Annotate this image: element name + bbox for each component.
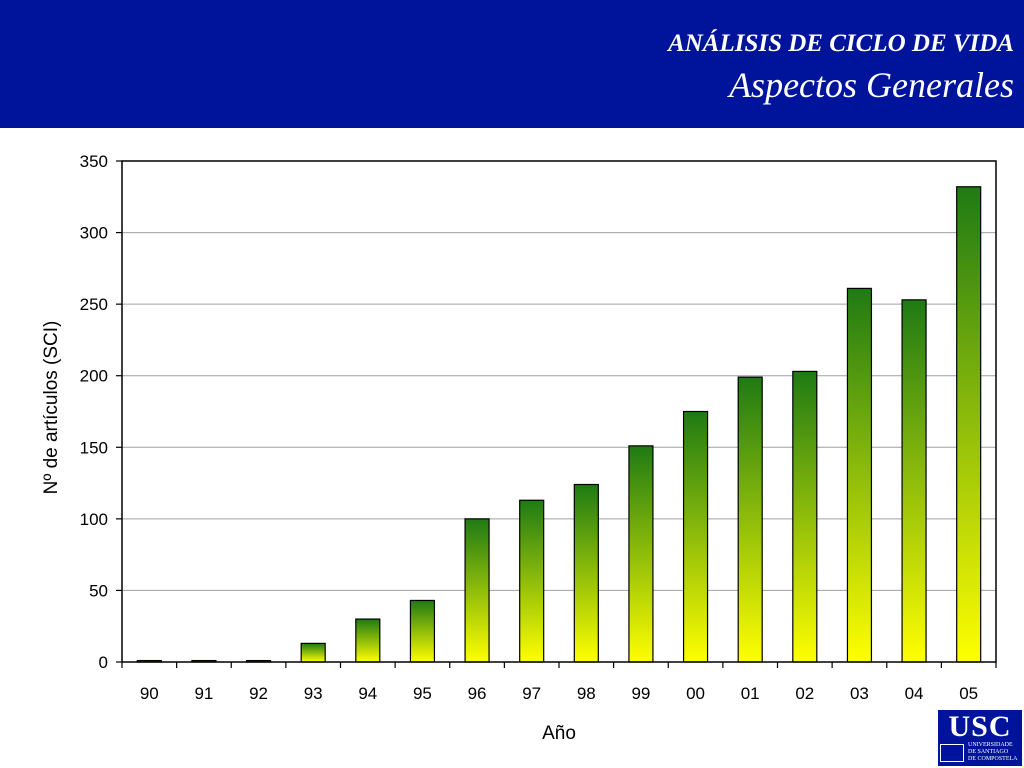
- bar-03: [846, 287, 873, 663]
- bar-04: [901, 299, 927, 663]
- y-tick-label: 350: [80, 152, 108, 171]
- logo-line-2: DE SANTIAGO: [968, 749, 1009, 755]
- y-axis-title: Nº de artículos (SCI): [41, 321, 62, 495]
- x-tick-label: 04: [905, 684, 924, 703]
- logo-line-1: UNIVERSIDADE: [968, 742, 1013, 748]
- usc-logo: USC UNIVERSIDADE DE SANTIAGO DE COMPOSTE…: [938, 710, 1022, 766]
- logo-caption: UNIVERSIDADE DE SANTIAGO DE COMPOSTELA: [968, 742, 1022, 763]
- bar-96: [464, 518, 490, 663]
- x-tick-label: 98: [577, 684, 596, 703]
- x-tick-label: 01: [741, 684, 760, 703]
- x-tick-label: 93: [304, 684, 323, 703]
- x-tick-label: 02: [795, 684, 814, 703]
- y-tick-label: 200: [80, 367, 108, 386]
- bar-05: [956, 186, 982, 663]
- x-tick-label: 91: [194, 684, 213, 703]
- x-tick-label: 96: [468, 684, 487, 703]
- bar-94: [355, 618, 381, 663]
- bar-95: [409, 599, 436, 663]
- x-tick-label: 03: [850, 684, 869, 703]
- x-tick-label: 90: [140, 684, 159, 703]
- logo-line-3: DE COMPOSTELA: [968, 756, 1018, 762]
- x-tick-label: 92: [249, 684, 268, 703]
- x-tick-label: 00: [686, 684, 705, 703]
- y-tick-label: 250: [80, 295, 108, 314]
- logo-emblem: [940, 744, 964, 762]
- x-tick-label: 94: [358, 684, 377, 703]
- bar-01: [737, 376, 763, 663]
- header-kicker: ANÁLISIS DE CICLO DE VIDA: [668, 30, 1014, 57]
- x-tick-label: 95: [413, 684, 432, 703]
- y-tick-label: 0: [99, 653, 108, 672]
- y-tick-label: 50: [89, 581, 108, 600]
- logo-mark: USC: [948, 710, 1012, 743]
- x-axis-title: Año: [542, 723, 576, 744]
- header-title: Aspectos Generales: [729, 65, 1014, 105]
- y-tick-label: 100: [80, 510, 108, 529]
- x-tick-label: 99: [631, 684, 650, 703]
- y-tick-label: 150: [80, 438, 108, 457]
- bar-93: [300, 642, 326, 663]
- header-banner: ANÁLISIS DE CICLO DE VIDA Aspectos Gener…: [0, 0, 1024, 128]
- bar-00: [682, 410, 709, 663]
- y-tick-label: 300: [80, 224, 108, 243]
- bar-97: [519, 499, 545, 663]
- bar-99: [628, 445, 654, 663]
- x-tick-label: 97: [522, 684, 541, 703]
- bar-98: [573, 483, 599, 663]
- x-tick-label: 05: [959, 684, 978, 703]
- bar-02: [792, 370, 818, 663]
